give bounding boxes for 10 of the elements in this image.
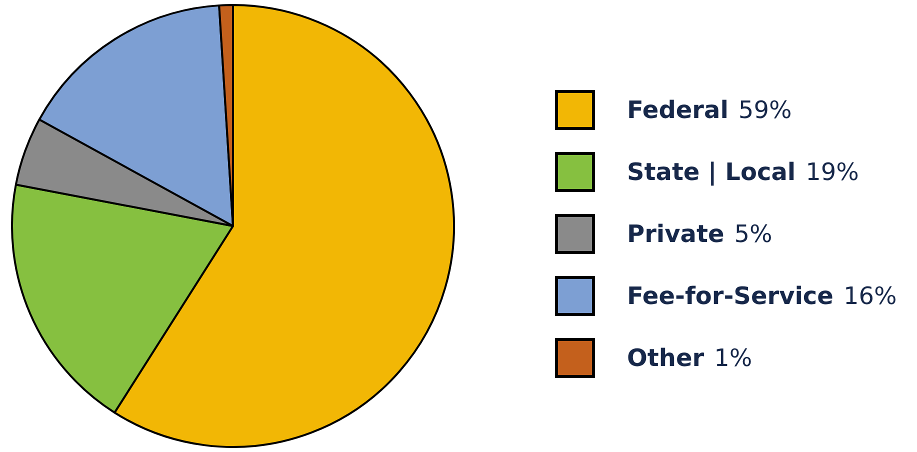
legend-label: State | Local bbox=[627, 158, 796, 186]
legend-label: Other bbox=[627, 344, 704, 372]
data-label: 59% bbox=[738, 96, 792, 124]
data-label: 19% bbox=[806, 158, 859, 186]
legend-label: Federal bbox=[627, 96, 728, 124]
legend-label: Fee-for-Service bbox=[627, 282, 834, 310]
legend-label: Private bbox=[627, 220, 724, 248]
data-label: 5% bbox=[734, 220, 772, 248]
data-label: 16% bbox=[843, 282, 897, 310]
data-label: 1% bbox=[714, 344, 752, 372]
